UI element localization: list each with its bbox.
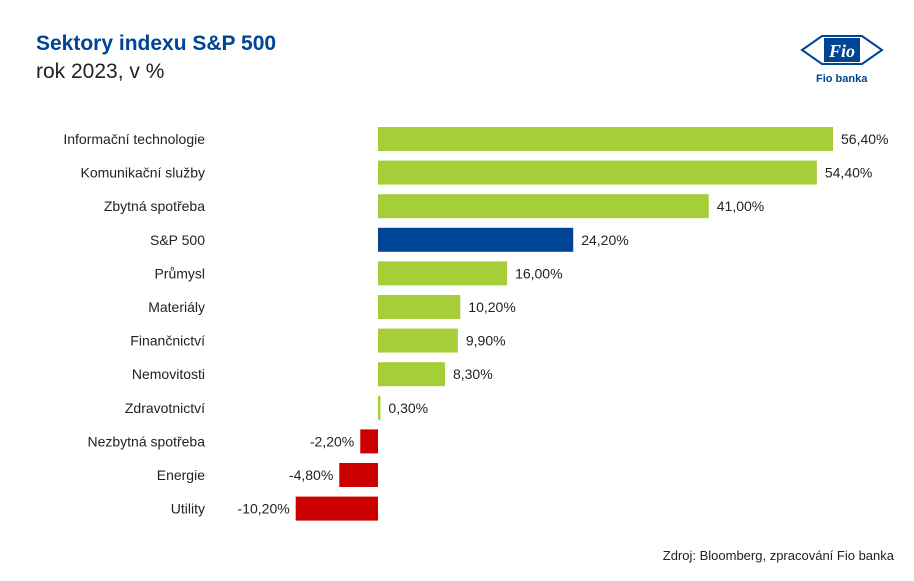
value-label-0: 56,40% <box>841 131 888 147</box>
value-label-2: 41,00% <box>717 198 764 214</box>
category-label-6: Finančnictví <box>130 333 205 349</box>
bar-10 <box>339 463 378 487</box>
category-label-5: Materiály <box>148 299 205 315</box>
chart-subtitle: rok 2023, v % <box>36 60 165 83</box>
bar-11 <box>295 496 378 521</box>
bar-7 <box>378 362 445 387</box>
bar-8 <box>378 395 381 420</box>
bar-1 <box>378 160 817 185</box>
value-label-4: 16,00% <box>515 265 562 281</box>
bar-6 <box>378 328 458 353</box>
category-label-7: Nemovitosti <box>132 366 205 382</box>
bar-2 <box>378 194 709 219</box>
value-label-3: 24,20% <box>581 232 628 248</box>
value-label-8: 0,30% <box>388 400 428 416</box>
fio-logo-icon: Fio <box>800 35 884 65</box>
category-label-2: Zbytná spotřeba <box>104 198 205 214</box>
source-note: Zdroj: Bloomberg, zpracování Fio banka <box>662 548 894 563</box>
category-label-8: Zdravotnictví <box>125 400 205 416</box>
chart-title: Sektory indexu S&P 500 <box>36 32 277 55</box>
bar-9 <box>360 429 378 454</box>
value-label-5: 10,20% <box>468 299 515 315</box>
value-label-6: 9,90% <box>466 333 506 349</box>
value-label-9: -2,20% <box>310 433 354 449</box>
bar-0 <box>378 127 833 151</box>
category-label-4: Průmysl <box>154 265 205 281</box>
bar-3 <box>378 227 574 252</box>
logo-caption: Fio banka <box>816 73 868 85</box>
category-label-9: Nezbytná spotřeba <box>87 433 205 449</box>
value-label-11: -10,20% <box>238 501 290 517</box>
category-label-1: Komunikační služby <box>80 165 205 181</box>
category-label-0: Informační technologie <box>63 131 205 147</box>
category-label-3: S&P 500 <box>150 232 205 248</box>
value-label-7: 8,30% <box>453 366 493 382</box>
bar-4 <box>378 261 508 286</box>
category-label-10: Energie <box>157 467 205 483</box>
value-label-1: 54,40% <box>825 165 872 181</box>
logo-text: Fio <box>828 41 855 61</box>
category-label-11: Utility <box>171 501 205 517</box>
bar-5 <box>378 295 461 319</box>
value-label-10: -4,80% <box>289 467 333 483</box>
